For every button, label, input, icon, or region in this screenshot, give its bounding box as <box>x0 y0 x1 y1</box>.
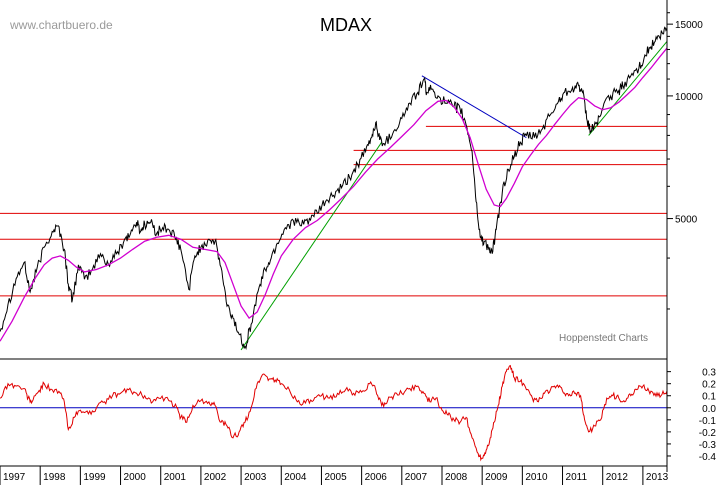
y-axis-upper: 5000 10000 15000 <box>667 12 703 310</box>
x-tick-label: 2011 <box>566 472 588 483</box>
x-tick-label: 2000 <box>124 472 147 483</box>
series-price-line <box>0 26 668 351</box>
trend-line-2 <box>588 41 668 136</box>
y-tick-label: -0.1 <box>699 416 717 427</box>
series-moving-average-line <box>0 47 668 342</box>
chart-credit: Hoppenstedt Charts <box>559 333 648 344</box>
chart-frame <box>0 0 668 472</box>
y-tick-label: -0.4 <box>699 452 717 463</box>
x-tick-label: 2008 <box>445 472 468 483</box>
chart-watermark: www.chartbuero.de <box>9 18 113 32</box>
y-axis-lower: 0.30.20.10.0-0.1-0.2-0.3-0.4 <box>667 368 716 463</box>
x-tick-label: 2007 <box>405 472 428 483</box>
trend-line-1 <box>421 75 527 139</box>
trend-line-0 <box>240 141 383 351</box>
y-tick-label: 10000 <box>675 92 703 103</box>
x-tick-label: 2009 <box>485 472 508 483</box>
x-tick-label: 2006 <box>365 472 388 483</box>
lower-oscillator-panel <box>0 364 668 462</box>
x-tick-label: 2005 <box>324 472 347 483</box>
chart-title: MDAX <box>320 15 372 35</box>
x-tick-label: 2010 <box>525 472 548 483</box>
y-tick-label: -0.2 <box>699 428 717 439</box>
y-tick-label: 0.3 <box>702 368 716 379</box>
upper-price-panel <box>0 26 668 351</box>
y-tick-label: 0.2 <box>702 380 716 391</box>
y-tick-label: 5000 <box>675 215 698 226</box>
x-tick-label: 2003 <box>244 472 267 483</box>
x-tick-label: 1997 <box>3 472 26 483</box>
y-tick-label: 15000 <box>675 20 703 31</box>
x-tick-label: 2004 <box>284 472 307 483</box>
x-tick-label: 2001 <box>164 472 187 483</box>
x-tick-label: 1999 <box>83 472 106 483</box>
x-tick-label: 1998 <box>43 472 66 483</box>
series-oscillator-line <box>0 364 668 462</box>
x-tick-label: 2002 <box>204 472 227 483</box>
y-tick-label: 0.0 <box>702 404 716 415</box>
x-tick-label: 2013 <box>646 472 669 483</box>
y-tick-label: 0.1 <box>702 392 716 403</box>
x-axis: 1997 1998 1999 2000 2001 2002 2003 2004 2005 2006… <box>0 466 669 485</box>
x-tick-label: 2012 <box>606 472 629 483</box>
y-tick-label: -0.3 <box>699 440 717 451</box>
